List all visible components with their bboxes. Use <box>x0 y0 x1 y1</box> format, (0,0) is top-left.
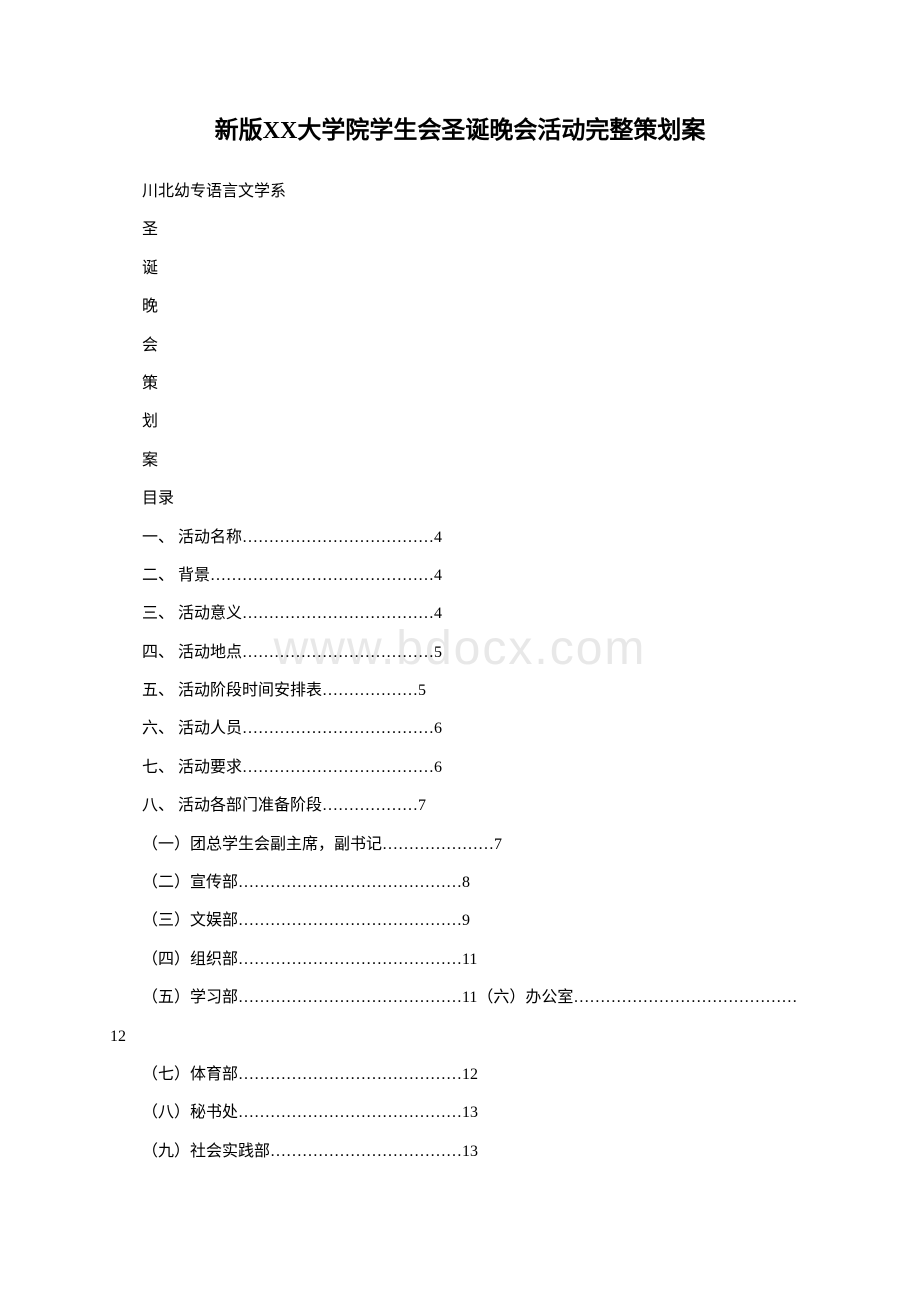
toc-item: （三）文娱部……………………………………9 <box>110 902 810 940</box>
vertical-char: 案 <box>110 442 810 480</box>
title-suffix: 大学院学生会圣诞晚会活动完整策划案 <box>297 118 705 144</box>
title-xx: XX <box>263 118 298 144</box>
vertical-char: 诞 <box>110 250 810 288</box>
toc-item: （七）体育部……………………………………12 <box>110 1056 810 1094</box>
document-content: 新版XX大学院学生会圣诞晚会活动完整策划案 川北幼专语言文学系 圣 诞 晚 会 … <box>110 110 810 1171</box>
toc-item: （八）秘书处……………………………………13 <box>110 1094 810 1132</box>
vertical-char: 会 <box>110 327 810 365</box>
toc-item: （一）团总学生会副主席，副书记…………………7 <box>110 826 810 864</box>
toc-item-wrapped: （五）学习部……………………………………11（六）办公室………………………………… <box>110 979 810 1056</box>
toc-item: 五、 活动阶段时间安排表………………5 <box>110 672 810 710</box>
toc-header: 目录 <box>110 480 810 518</box>
page-title: 新版XX大学院学生会圣诞晚会活动完整策划案 <box>110 110 810 145</box>
toc-item: 四、 活动地点………………………………5 <box>110 634 810 672</box>
toc-item: 二、 背景……………………………………4 <box>110 557 810 595</box>
toc-item: （九）社会实践部………………………………13 <box>110 1133 810 1171</box>
toc-item: （四）组织部……………………………………11 <box>110 941 810 979</box>
toc-item: 一、 活动名称………………………………4 <box>110 519 810 557</box>
toc-item: 三、 活动意义………………………………4 <box>110 595 810 633</box>
vertical-char: 划 <box>110 403 810 441</box>
toc-item: 六、 活动人员………………………………6 <box>110 710 810 748</box>
vertical-char: 晚 <box>110 288 810 326</box>
vertical-char: 策 <box>110 365 810 403</box>
subtitle: 川北幼专语言文学系 <box>110 173 810 211</box>
toc-item: 七、 活动要求………………………………6 <box>110 749 810 787</box>
toc-item: 八、 活动各部门准备阶段………………7 <box>110 787 810 825</box>
vertical-char: 圣 <box>110 211 810 249</box>
toc-item: （二）宣传部……………………………………8 <box>110 864 810 902</box>
title-prefix: 新版 <box>215 118 263 144</box>
